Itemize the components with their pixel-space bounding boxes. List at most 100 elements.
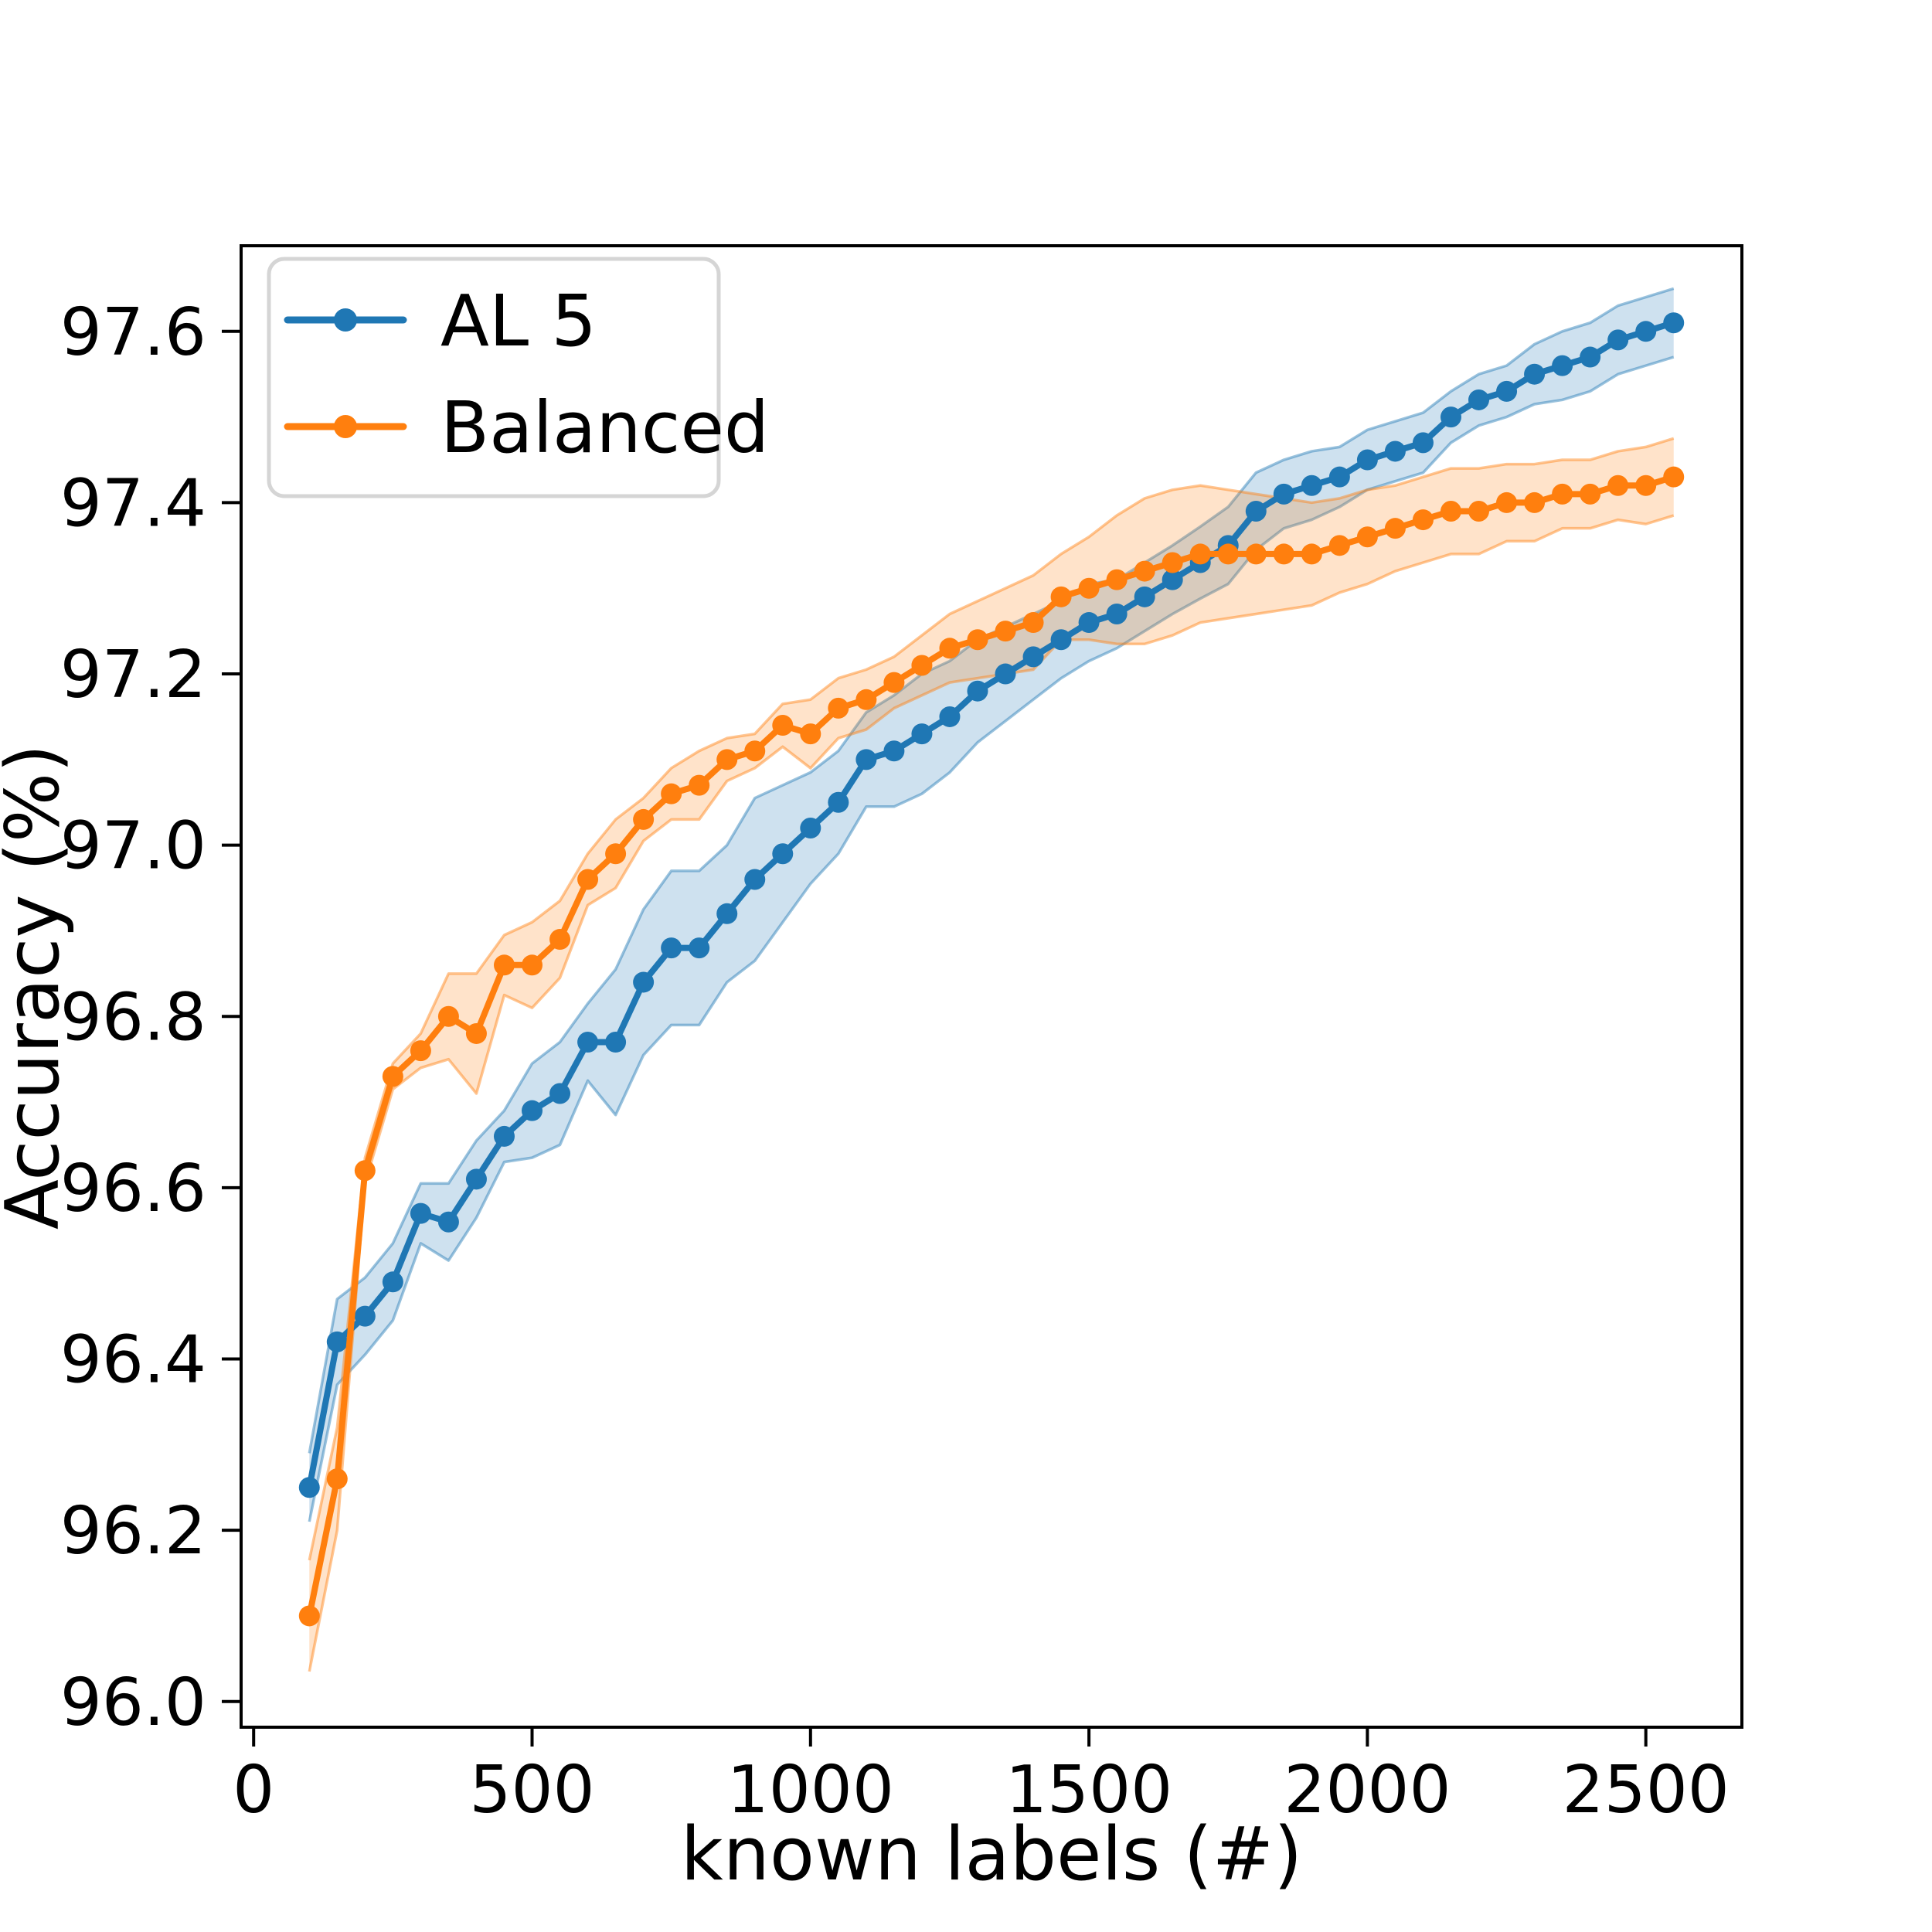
data-point bbox=[382, 1066, 403, 1087]
data-point bbox=[689, 774, 710, 796]
data-point bbox=[410, 1040, 431, 1062]
data-point bbox=[1050, 629, 1072, 651]
data-point bbox=[633, 971, 655, 993]
data-point bbox=[995, 663, 1016, 685]
data-point bbox=[493, 1125, 515, 1147]
y-tick-label: 96.6 bbox=[60, 1151, 206, 1227]
x-tick-label: 2500 bbox=[1563, 1752, 1730, 1828]
data-point bbox=[855, 689, 877, 710]
data-point bbox=[744, 869, 766, 890]
series-balanced-band-lower-edge bbox=[308, 514, 1675, 1672]
data-point bbox=[354, 1305, 376, 1327]
series-balanced-markers bbox=[298, 466, 1685, 1627]
data-point bbox=[1635, 474, 1657, 496]
data-point bbox=[1524, 363, 1546, 385]
data-point bbox=[1078, 577, 1100, 599]
data-point bbox=[1580, 483, 1601, 505]
data-point bbox=[326, 1468, 348, 1490]
data-point bbox=[1552, 483, 1573, 505]
data-point bbox=[1440, 406, 1461, 428]
data-point bbox=[1356, 526, 1378, 548]
data-point bbox=[1384, 518, 1406, 539]
data-point bbox=[1273, 543, 1294, 565]
data-point bbox=[689, 937, 710, 959]
data-point bbox=[1328, 466, 1350, 488]
data-point bbox=[1580, 346, 1601, 368]
data-point bbox=[1552, 355, 1573, 376]
data-point bbox=[298, 1477, 320, 1498]
data-point bbox=[437, 1005, 459, 1027]
series-balanced-band-upper-edge bbox=[308, 437, 1675, 1561]
data-point bbox=[577, 1032, 599, 1053]
data-point bbox=[1496, 380, 1518, 402]
data-point bbox=[633, 808, 655, 830]
legend-handles bbox=[284, 308, 407, 438]
x-tick-label: 0 bbox=[233, 1752, 274, 1828]
data-point bbox=[1440, 501, 1461, 522]
data-point bbox=[1468, 389, 1490, 410]
data-point bbox=[465, 1022, 487, 1044]
data-point bbox=[855, 749, 877, 770]
y-tick-label: 97.2 bbox=[60, 637, 206, 713]
data-point bbox=[939, 638, 961, 659]
data-point bbox=[911, 655, 933, 676]
data-point bbox=[1245, 501, 1267, 522]
x-axis: 0 500 1000 1500 2000 2500 bbox=[233, 1727, 1730, 1828]
legend: AL 5 Balanced bbox=[267, 257, 769, 498]
data-point bbox=[828, 791, 849, 813]
data-point bbox=[1162, 552, 1183, 573]
y-axis-label: Accuracy (%) bbox=[0, 744, 76, 1230]
data-point bbox=[465, 1168, 487, 1190]
legend-label-balanced: Balanced bbox=[440, 386, 769, 469]
data-point bbox=[1384, 440, 1406, 462]
data-point bbox=[716, 903, 738, 924]
y-tick-label: 96.0 bbox=[60, 1665, 206, 1741]
series-al-5-band-lower-edge bbox=[308, 355, 1675, 1522]
data-point bbox=[772, 843, 794, 865]
data-point bbox=[522, 1100, 543, 1121]
data-point bbox=[883, 740, 905, 762]
data-point bbox=[1468, 501, 1490, 522]
data-point bbox=[1162, 569, 1183, 590]
x-tick-label: 1000 bbox=[727, 1752, 894, 1828]
data-point bbox=[354, 1160, 376, 1182]
data-point bbox=[1607, 329, 1629, 351]
data-point bbox=[716, 749, 738, 770]
series-balanced-band bbox=[309, 438, 1674, 1672]
plot-border bbox=[240, 244, 1743, 1729]
data-point bbox=[800, 818, 821, 839]
data-point bbox=[1273, 483, 1294, 505]
x-tick-label: 500 bbox=[469, 1752, 594, 1828]
y-tick-label: 96.2 bbox=[60, 1493, 206, 1570]
x-tick-label: 2000 bbox=[1284, 1752, 1451, 1828]
data-point bbox=[1050, 586, 1072, 607]
data-point bbox=[995, 621, 1016, 642]
data-point bbox=[1663, 312, 1685, 334]
x-axis-label: known labels (#) bbox=[681, 1812, 1303, 1897]
data-point bbox=[605, 843, 627, 865]
data-point bbox=[772, 715, 794, 736]
data-point bbox=[800, 723, 821, 745]
data-point bbox=[967, 680, 988, 702]
data-point bbox=[1301, 543, 1322, 565]
data-point bbox=[911, 723, 933, 745]
data-point bbox=[1189, 543, 1211, 565]
y-tick-label: 96.4 bbox=[60, 1322, 206, 1399]
x-tick-label: 1500 bbox=[1005, 1752, 1172, 1828]
y-tick-label: 96.8 bbox=[60, 979, 206, 1056]
data-point bbox=[382, 1271, 403, 1293]
data-point bbox=[1663, 466, 1685, 488]
data-point bbox=[549, 929, 571, 951]
data-point bbox=[522, 954, 543, 976]
y-tick-label: 97.0 bbox=[60, 808, 206, 885]
data-point bbox=[1356, 449, 1378, 471]
data-point bbox=[828, 697, 849, 719]
data-point bbox=[326, 1331, 348, 1352]
data-point bbox=[1106, 603, 1128, 624]
y-axis: 96.0 96.2 96.4 96.6 96.8 97.0 97.2 97.4 97.6 bbox=[60, 294, 241, 1741]
data-point bbox=[1301, 474, 1322, 496]
data-point bbox=[1022, 646, 1044, 668]
data-point bbox=[1134, 586, 1155, 607]
